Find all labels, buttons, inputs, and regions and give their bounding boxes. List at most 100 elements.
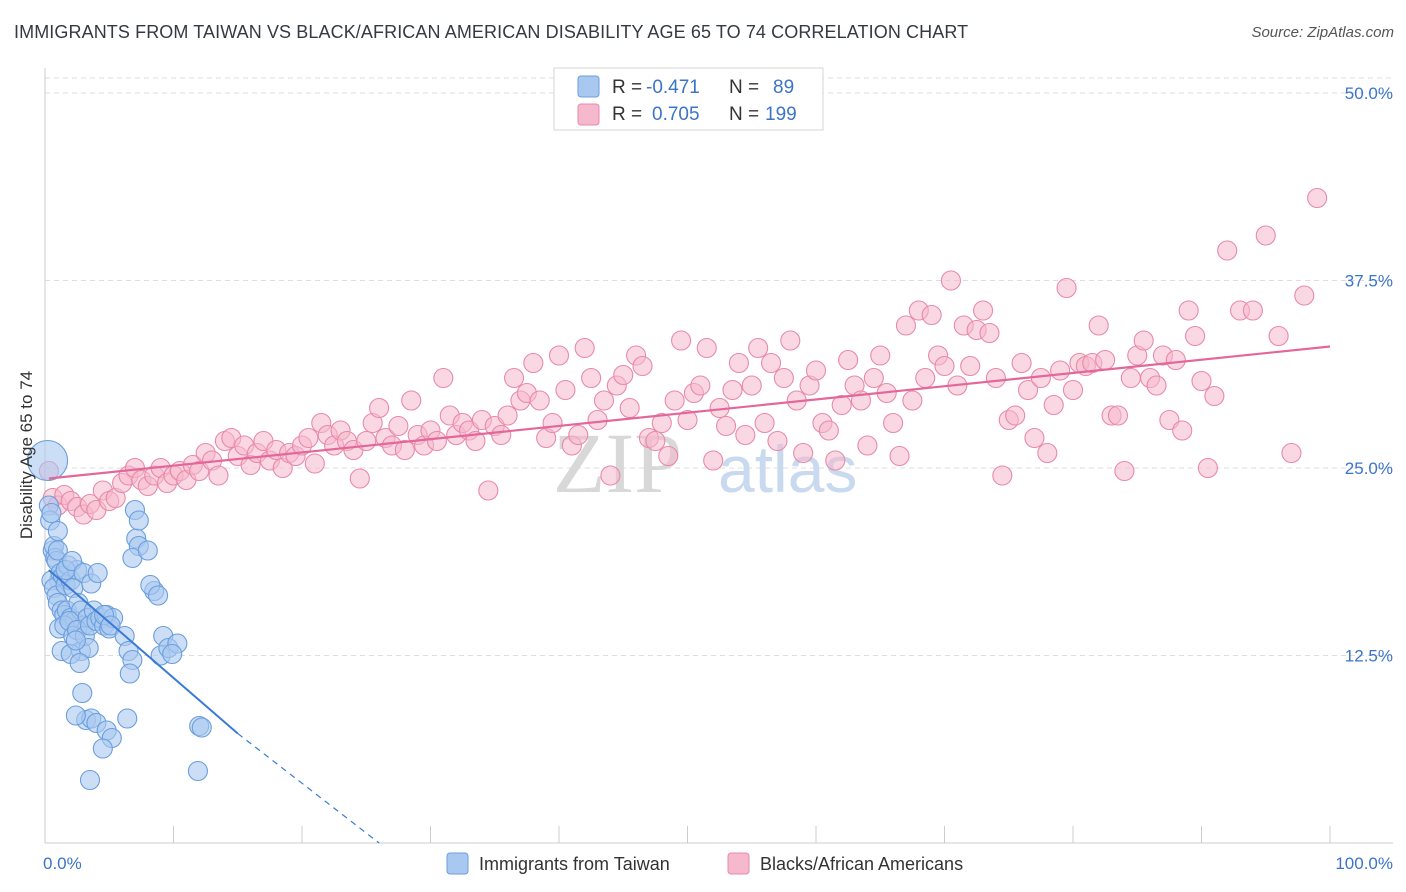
data-point-black xyxy=(465,430,486,452)
data-point-black xyxy=(1024,427,1045,449)
data-point-black xyxy=(992,465,1013,486)
trend-line-taiwan xyxy=(48,569,239,735)
data-point-black xyxy=(818,420,839,441)
legend-bottom-swatch-blue xyxy=(446,852,469,875)
data-point-black xyxy=(1095,349,1116,371)
data-point-taiwan xyxy=(119,663,140,684)
trend-line-black xyxy=(48,345,1331,480)
y-axis-title: Disability Age 65 to 74 xyxy=(17,371,36,539)
data-point-black xyxy=(613,364,634,386)
data-point-black xyxy=(548,345,570,366)
data-point-black xyxy=(1043,394,1064,416)
data-point-black xyxy=(1088,315,1109,336)
data-point-black xyxy=(208,465,229,486)
data-point-black xyxy=(754,412,775,434)
data-point-taiwan xyxy=(72,682,93,704)
data-point-black xyxy=(671,330,692,351)
data-point-black xyxy=(349,468,370,489)
y-tick-labels: 12.5% 25.0% 37.5% 50.0% xyxy=(1345,84,1393,666)
data-point-black xyxy=(1268,325,1289,347)
data-point-black xyxy=(831,394,852,416)
data-point-black xyxy=(587,409,608,431)
data-point-black xyxy=(677,409,698,431)
data-point-black xyxy=(895,315,917,336)
data-point-black xyxy=(715,415,737,437)
data-point-black xyxy=(1307,187,1328,209)
data-point-black xyxy=(600,465,621,486)
data-point-black xyxy=(1114,460,1135,482)
data-point-black xyxy=(696,337,717,359)
data-point-black xyxy=(760,352,782,374)
data-point-black xyxy=(735,424,756,446)
data-point-black xyxy=(503,367,525,389)
data-point-taiwan xyxy=(65,630,86,651)
legend-n-label-1: N = xyxy=(729,77,759,98)
data-point-black xyxy=(1011,352,1032,374)
data-point-black xyxy=(1185,325,1206,347)
y-tick-label: 12.5% xyxy=(1345,647,1393,666)
data-point-black xyxy=(793,442,814,464)
data-point-black xyxy=(388,415,409,437)
data-point-black xyxy=(915,367,936,389)
data-point-black xyxy=(1197,457,1218,479)
data-point-black xyxy=(555,379,576,401)
data-point-black xyxy=(369,397,390,419)
data-point-black xyxy=(940,270,961,291)
data-point-black xyxy=(529,390,550,411)
data-point-taiwan xyxy=(191,717,212,738)
data-point-black xyxy=(748,337,769,359)
series-black-african-american-points xyxy=(38,187,1328,525)
data-point-black xyxy=(401,390,422,411)
y-tick-label: 50.0% xyxy=(1345,84,1393,103)
data-point-taiwan xyxy=(187,760,208,782)
data-point-black xyxy=(805,360,827,381)
grid xyxy=(45,77,1393,656)
x-tick-label-min: 0.0% xyxy=(43,854,82,873)
data-point-black xyxy=(773,367,794,389)
legend-bottom: Immigrants from Taiwan Blacks/African Am… xyxy=(446,852,963,875)
chart-title: IMMIGRANTS FROM TAIWAN VS BLACK/AFRICAN … xyxy=(14,22,969,42)
legend-r-value-2: 0.705 xyxy=(652,104,700,125)
data-point-taiwan xyxy=(117,708,138,729)
data-point-black xyxy=(870,345,891,366)
data-point-taiwan xyxy=(69,652,90,674)
legend-bottom-label-black: Blacks/African Americans xyxy=(760,854,963,874)
data-point-black xyxy=(1056,277,1077,299)
data-point-black xyxy=(1165,349,1186,371)
data-point-black xyxy=(985,367,1006,389)
data-point-black xyxy=(304,453,325,474)
data-point-black xyxy=(619,397,640,419)
data-point-black xyxy=(883,412,904,434)
data-point-black xyxy=(1191,370,1212,392)
data-point-black xyxy=(664,390,685,411)
data-point-black xyxy=(863,367,884,389)
data-point-taiwan xyxy=(148,585,169,606)
data-point-black xyxy=(632,355,653,377)
data-point-black xyxy=(972,300,994,321)
data-point-taiwan xyxy=(100,615,121,636)
data-point-black xyxy=(1133,330,1154,351)
data-point-taiwan xyxy=(41,502,62,524)
data-point-black xyxy=(1242,300,1263,321)
trend-line-taiwan-extension xyxy=(237,733,380,844)
data-point-black xyxy=(741,375,762,396)
data-point-black xyxy=(593,390,615,411)
data-point-black xyxy=(780,330,801,351)
data-point-black xyxy=(581,367,602,389)
legend-bottom-swatch-pink xyxy=(727,852,750,875)
legend-n-label-2: N = xyxy=(729,104,759,125)
data-point-taiwan xyxy=(128,510,149,531)
data-point-black xyxy=(478,480,499,501)
legend-r-label-2: R = xyxy=(612,104,642,125)
data-point-black xyxy=(1255,225,1276,246)
data-point-black xyxy=(934,355,955,377)
data-point-black xyxy=(394,439,415,461)
data-point-black xyxy=(902,390,923,411)
legend-top-swatch-pink xyxy=(577,103,600,126)
data-point-black xyxy=(1005,405,1026,426)
legend-top: R = -0.471 N = 89 R = 0.705 N = 199 xyxy=(553,67,824,131)
data-point-black xyxy=(356,430,377,452)
legend-r-value-1: -0.471 xyxy=(646,77,700,98)
data-point-black xyxy=(1178,300,1199,321)
data-point-black xyxy=(703,450,724,471)
